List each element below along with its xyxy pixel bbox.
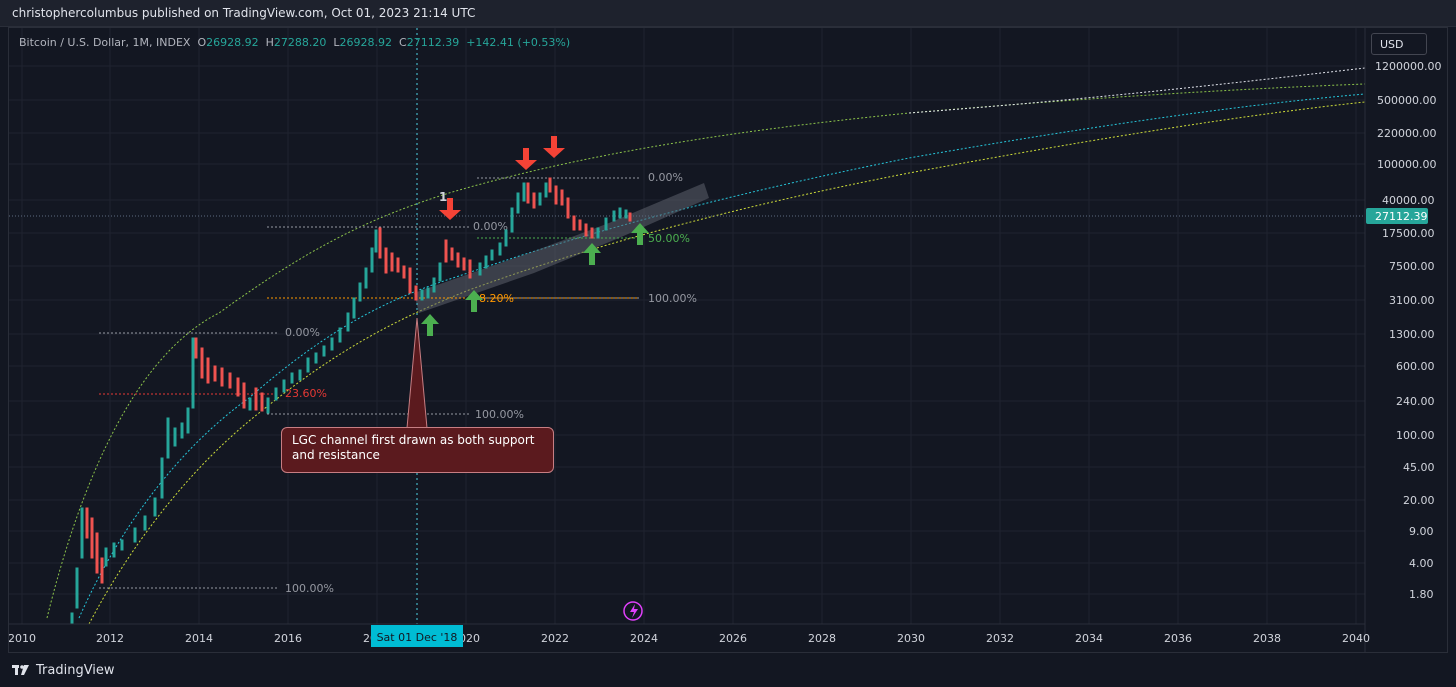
svg-text:2026: 2026: [719, 632, 747, 645]
fib-label: 0.00%: [473, 220, 508, 233]
lgc-middle-curve: [78, 93, 1366, 619]
high-value: 27288.20: [273, 36, 327, 49]
brand-name: TradingView: [36, 663, 115, 678]
close-value: 27112.39: [406, 36, 460, 49]
footer: TradingView: [0, 654, 1456, 687]
candle-series: [70, 177, 632, 625]
svg-text:220000.00: 220000.00: [1377, 127, 1437, 140]
open-value: 26928.92: [206, 36, 259, 49]
fib-label: 50.00%: [648, 232, 690, 245]
svg-text:17500.00: 17500.00: [1382, 227, 1435, 240]
arrow-down-icon: [515, 148, 537, 170]
svg-text:2032: 2032: [986, 632, 1014, 645]
fib-label: 8.20%: [479, 292, 514, 305]
wave-label: 1: [439, 190, 447, 204]
arrow-down-icon: [543, 136, 565, 158]
tradingview-icon: [12, 664, 29, 675]
svg-text:2028: 2028: [808, 632, 836, 645]
svg-text:9.00: 9.00: [1409, 525, 1434, 538]
fib-label: 23.60%: [285, 387, 327, 400]
lightning-icon[interactable]: [623, 601, 643, 621]
symbol-name: Bitcoin / U.S. Dollar, 1M, INDEX: [19, 36, 191, 49]
fib-label: 0.00%: [648, 171, 683, 184]
current-price-tag: [1366, 208, 1428, 224]
svg-text:2010: 2010: [9, 632, 36, 645]
callout-note: LGC channel first drawn as both support …: [281, 427, 554, 473]
svg-text:2034: 2034: [1075, 632, 1103, 645]
buy-arrows: [421, 223, 649, 336]
currency-button[interactable]: USD: [1371, 33, 1427, 55]
symbol-legend[interactable]: Bitcoin / U.S. Dollar, 1M, INDEX O26928.…: [19, 36, 570, 49]
publish-info: christophercolumbus published on Trading…: [12, 6, 476, 20]
svg-text:1200000.00: 1200000.00: [1375, 60, 1441, 73]
svg-text:2014: 2014: [185, 632, 213, 645]
change-value: +142.41 (+0.53%): [466, 36, 571, 49]
lgc-channel-band: [414, 183, 709, 313]
time-axis[interactable]: 2010 2012 2014 2016 2018 2020 2022 2024 …: [9, 632, 1370, 645]
svg-text:2016: 2016: [274, 632, 302, 645]
svg-text:2022: 2022: [541, 632, 569, 645]
fib-label: 100.00%: [285, 582, 334, 595]
svg-text:1.80: 1.80: [1409, 588, 1434, 601]
svg-text:40000.00: 40000.00: [1382, 194, 1435, 207]
svg-text:2040: 2040: [1342, 632, 1370, 645]
arrow-up-icon: [583, 243, 601, 265]
svg-text:240.00: 240.00: [1396, 395, 1435, 408]
svg-text:500000.00: 500000.00: [1377, 94, 1437, 107]
svg-text:2036: 2036: [1164, 632, 1192, 645]
price-axis[interactable]: 1200000.00 500000.00 220000.00 100000.00…: [1375, 60, 1441, 601]
svg-text:600.00: 600.00: [1396, 360, 1435, 373]
fib-label: 0.00%: [285, 326, 320, 339]
svg-text:2030: 2030: [897, 632, 925, 645]
low-value: 26928.92: [339, 36, 393, 49]
svg-text:100000.00: 100000.00: [1377, 158, 1437, 171]
fib-label: 100.00%: [648, 292, 697, 305]
close-label: C: [399, 36, 407, 49]
lgc-top-extension: [908, 67, 1366, 114]
low-label: L: [333, 36, 340, 49]
publish-header: christophercolumbus published on Trading…: [0, 0, 1456, 27]
svg-text:7500.00: 7500.00: [1389, 260, 1435, 273]
svg-text:1300.00: 1300.00: [1389, 328, 1435, 341]
arrow-up-icon: [465, 290, 483, 312]
sell-arrows: [439, 136, 565, 220]
svg-text:3100.00: 3100.00: [1389, 294, 1435, 307]
svg-text:100.00: 100.00: [1396, 429, 1435, 442]
fib-label: 100.00%: [475, 408, 524, 421]
arrow-up-icon: [631, 223, 649, 245]
arrow-down-icon: [439, 198, 461, 220]
chart-pane[interactable]: 0.00% 23.60% 100.00% 0.00% 100.00% 0.00%…: [8, 27, 1448, 653]
lgc-lower-curve: [88, 101, 1366, 625]
chart-canvas[interactable]: 0.00% 23.60% 100.00% 0.00% 100.00% 0.00%…: [9, 28, 1448, 653]
crosshair-date-label: Sat 01 Dec '18: [377, 631, 458, 644]
high-label: H: [265, 36, 274, 49]
svg-text:2038: 2038: [1253, 632, 1281, 645]
tradingview-logo[interactable]: TradingView: [12, 663, 115, 678]
current-price-label: 27112.39: [1375, 210, 1428, 223]
svg-text:4.00: 4.00: [1409, 557, 1434, 570]
svg-text:20.00: 20.00: [1403, 494, 1435, 507]
svg-text:2024: 2024: [630, 632, 658, 645]
arrow-up-icon: [421, 314, 439, 336]
svg-text:2012: 2012: [96, 632, 124, 645]
crosshair-date-tag: [371, 625, 463, 647]
open-label: O: [197, 36, 207, 49]
svg-text:45.00: 45.00: [1403, 461, 1435, 474]
